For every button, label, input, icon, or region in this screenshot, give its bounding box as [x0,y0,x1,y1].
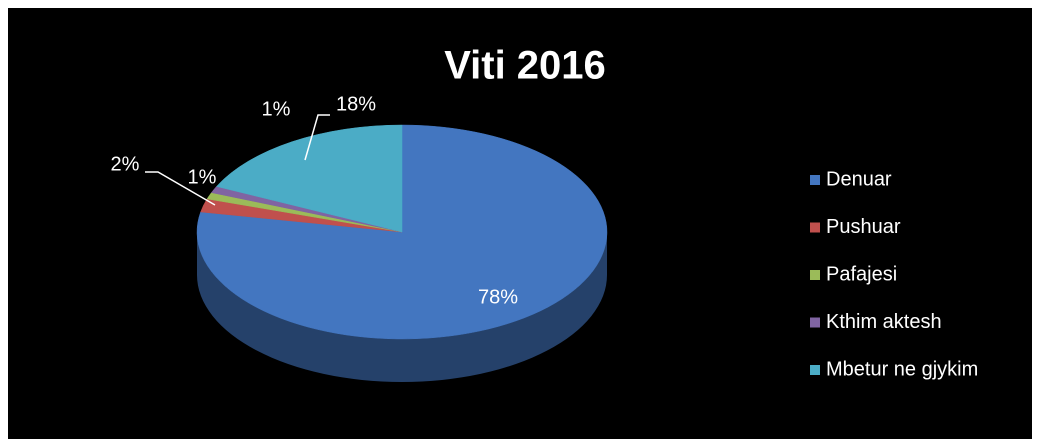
chart-title: Viti 2016 [444,44,606,88]
data-label: 18% [336,93,376,115]
pie-side [197,232,607,382]
pie-slice [216,124,403,233]
data-label: 1% [262,98,291,120]
data-label: 1% [188,166,217,188]
legend-label: Kthim aktesh [826,311,942,333]
data-label: 2% [111,153,140,175]
legend-swatch [810,317,820,328]
legend-label: Pushuar [826,216,901,238]
pie-sides [197,232,607,382]
data-label: 78% [478,286,518,308]
legend-swatch [810,270,820,280]
leader-line [145,171,216,206]
legend-label: Mbetur ne gjykim [826,358,978,380]
legend-swatch [810,175,820,185]
data-labels: 78% 2% 1% 1% 18% [111,93,519,308]
legend-label: Denuar [826,168,892,190]
legend-label: Pafajesi [826,263,897,285]
legend-swatch [810,365,820,375]
legend: Denuar Pushuar Pafajesi Kthim aktesh Mbetur … [810,168,978,380]
pie-tops [196,124,608,340]
legend-swatch [810,222,820,233]
leader-line [304,114,330,161]
